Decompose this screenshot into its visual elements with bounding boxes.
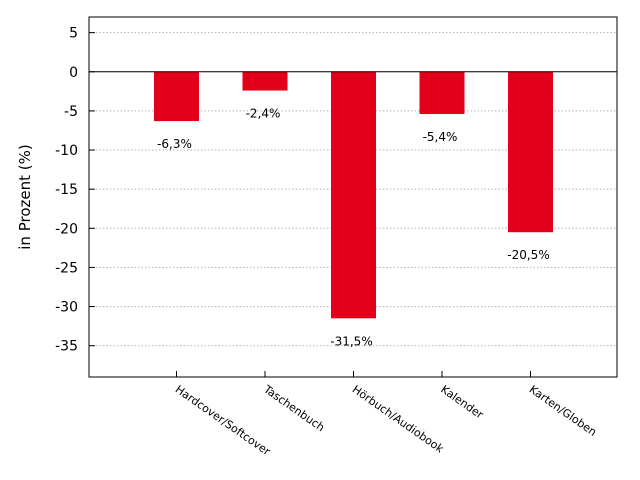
data-labels: -6,3% -2,4% -31,5% -5,4% -20,5% — [157, 107, 550, 349]
x-tick-label: Hörbuch/Audiobook — [350, 383, 447, 456]
x-tick-label: Taschenbuch — [260, 382, 327, 434]
y-axis-title: in Prozent (%) — [16, 144, 34, 249]
y-tick-label: -15 — [55, 182, 78, 198]
x-tick-label: Hardcover/Softcover — [173, 383, 273, 459]
y-tick-label: -20 — [55, 221, 78, 237]
y-tick-label: -35 — [55, 339, 78, 355]
y-tick-label: -25 — [55, 260, 78, 276]
data-label: -31,5% — [330, 334, 372, 348]
bar — [508, 71, 553, 233]
bar — [242, 71, 288, 91]
y-tick-label: -5 — [64, 104, 78, 120]
y-tick-label: 0 — [69, 65, 78, 81]
bar — [331, 71, 376, 319]
y-tick-label: 5 — [69, 26, 78, 42]
data-label: -6,3% — [157, 137, 192, 151]
data-label: -20,5% — [507, 248, 549, 262]
data-label: -5,4% — [423, 130, 458, 144]
y-tick-label: -10 — [55, 143, 78, 159]
bar-layer — [154, 71, 553, 319]
x-tick-label: Kalender — [438, 383, 486, 422]
bar — [419, 71, 465, 115]
y-tick-label: -30 — [55, 300, 78, 316]
bar — [154, 71, 199, 122]
y-axis-ticks: 5 0 -5 -10 -15 -20 -25 -30 -35 — [55, 26, 95, 355]
x-tick-label: Karten/Globen — [527, 383, 599, 439]
data-label: -2,4% — [246, 107, 281, 121]
